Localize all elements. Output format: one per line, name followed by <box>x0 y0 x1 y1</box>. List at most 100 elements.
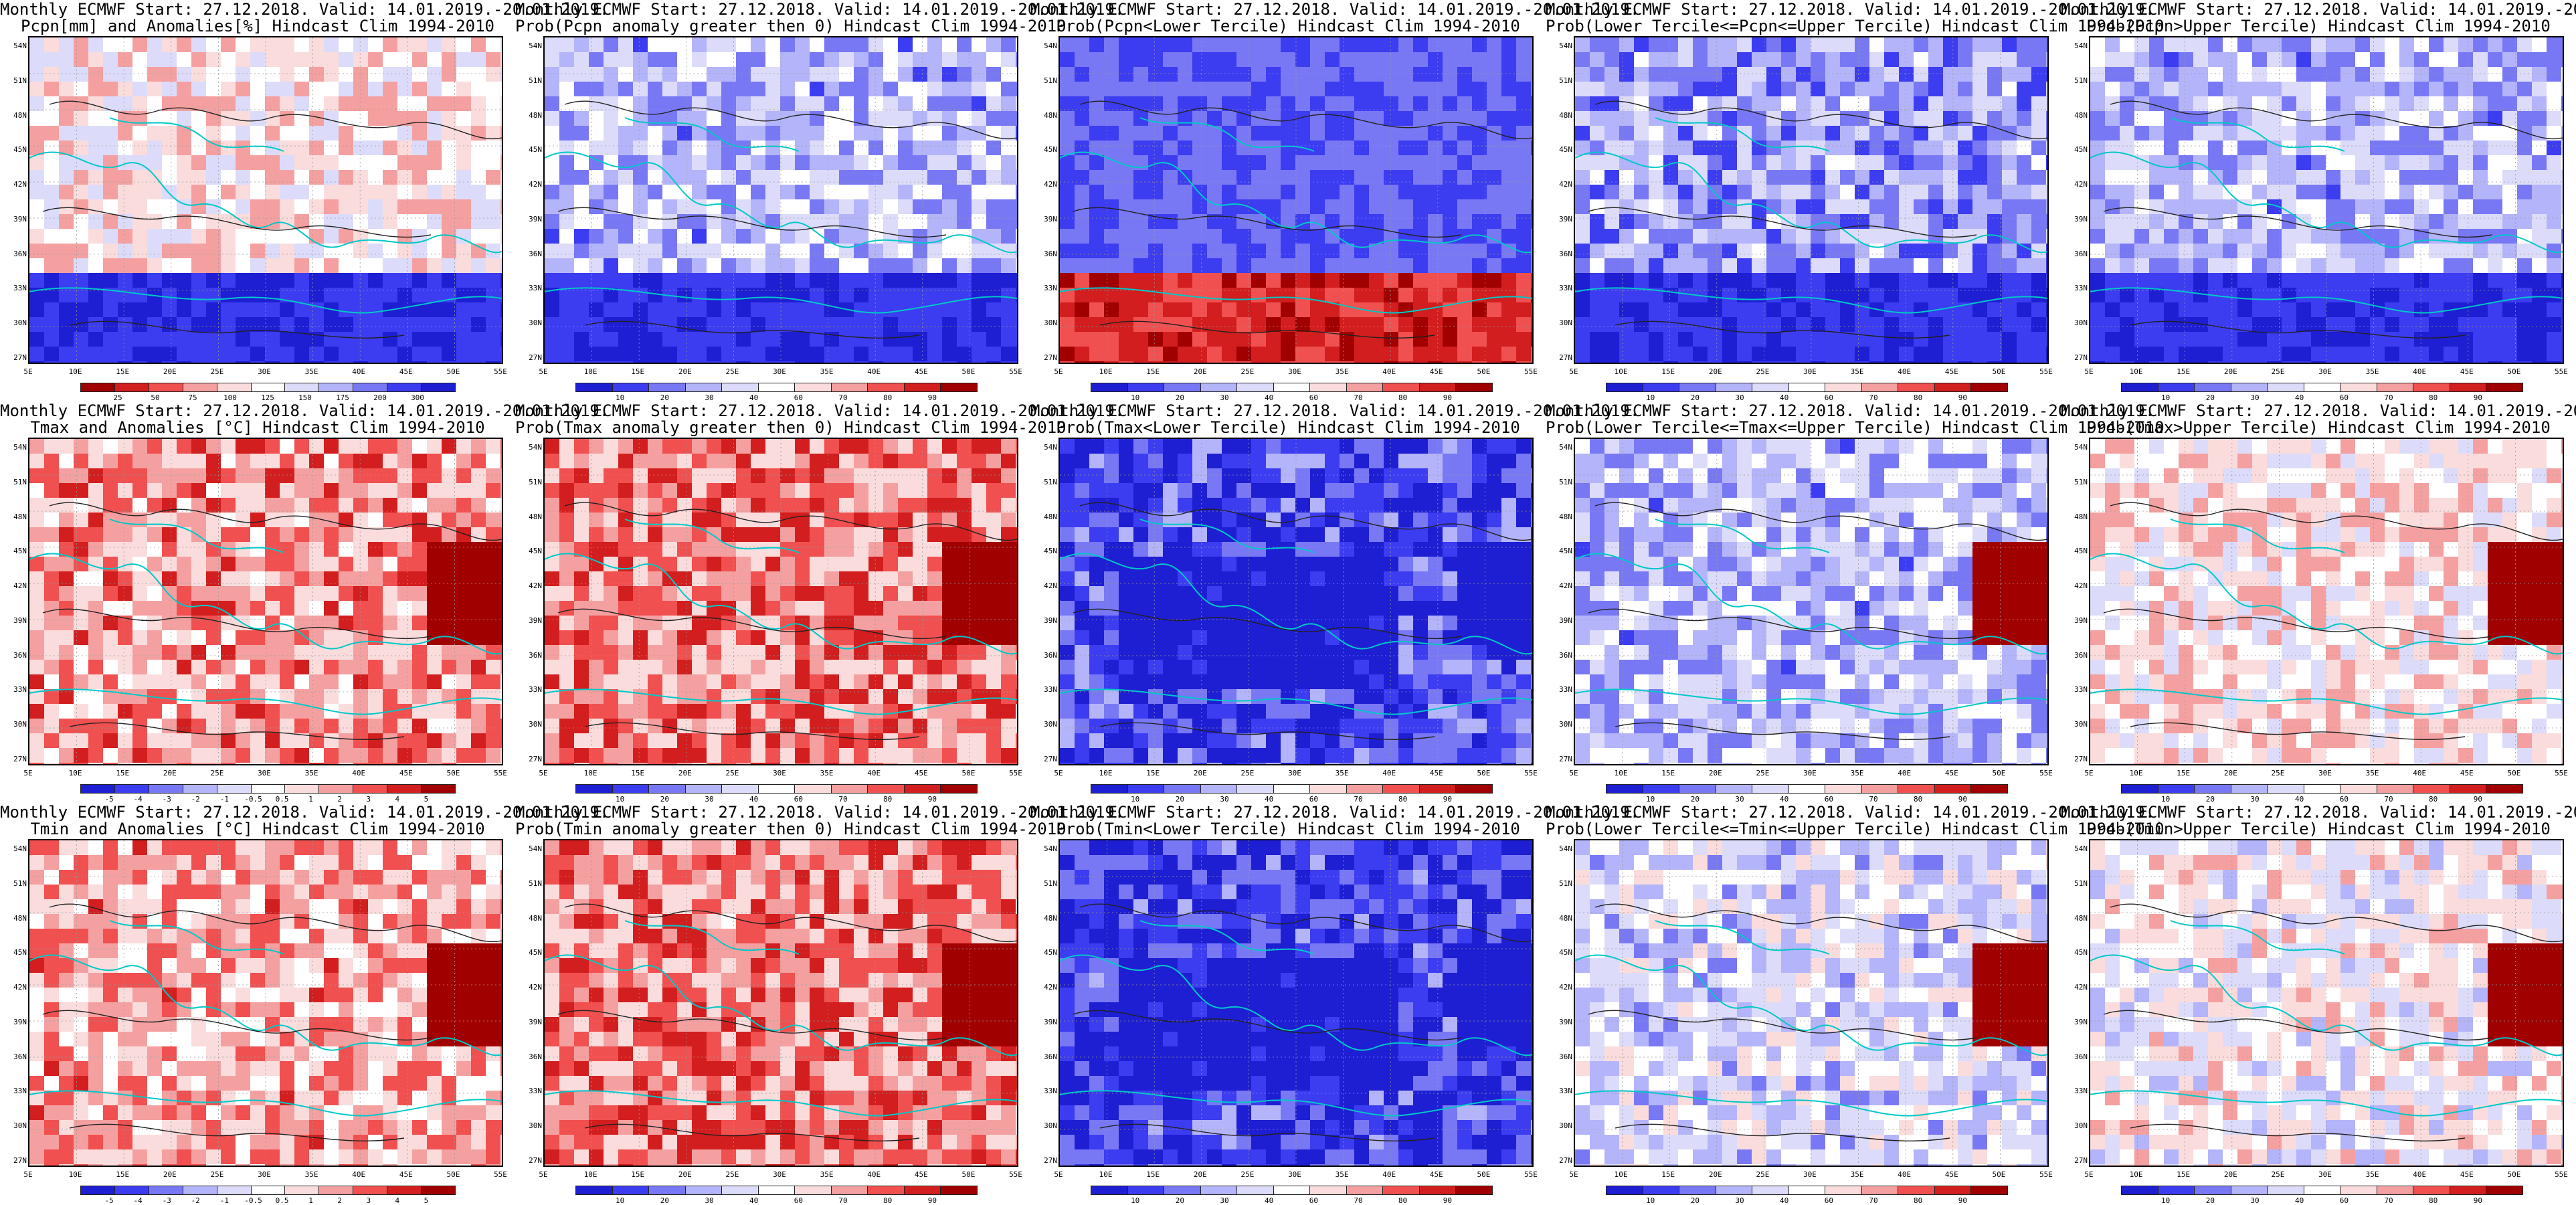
colorbar-swatch <box>387 784 422 794</box>
colorbar-swatch <box>1752 784 1789 794</box>
lon-label: 30E <box>258 367 271 376</box>
lat-label: 30N <box>521 720 542 729</box>
colorbar-swatch <box>1788 1186 1826 1195</box>
map-panel-tmax-low: Monthly ECMWF Start: 27.12.2018. Valid: … <box>1030 401 1546 803</box>
colorbar-tick-label: 1 <box>308 1196 313 1205</box>
colorbar-swatch <box>2158 1186 2195 1195</box>
lat-label: 48N <box>2066 111 2088 120</box>
lat-label: 54N <box>521 844 542 853</box>
colorbar-swatch <box>2231 1186 2268 1195</box>
colorbar-swatch <box>1200 784 1238 794</box>
colorbar-tick-label: -3 <box>163 1196 171 1205</box>
lon-label: 25E <box>725 1170 739 1179</box>
lat-label: 30N <box>1036 1121 1057 1130</box>
lon-label: 45E <box>2460 769 2474 777</box>
lon-label: 35E <box>1336 769 1349 777</box>
lat-label: 42N <box>521 180 542 189</box>
colorbar-swatch <box>2267 383 2304 392</box>
lon-label: 30E <box>2318 367 2332 376</box>
panel-title-line2: Prob(Lower Tercile<=Pcpn<=Upper Tercile)… <box>1546 18 2061 35</box>
colorbar-swatch <box>251 784 286 794</box>
lat-label: 51N <box>2066 478 2088 486</box>
lon-label: 15E <box>1146 367 1160 376</box>
lat-label: 42N <box>2066 180 2088 189</box>
colorbar-swatch <box>149 383 183 392</box>
lat-label: 27N <box>5 1156 27 1165</box>
colorbar-swatch <box>2413 383 2450 392</box>
colorbar-swatch <box>1091 383 1128 392</box>
shaded-field <box>1060 439 1532 764</box>
lat-label: 51N <box>5 879 27 888</box>
lat-label: 45N <box>2066 145 2088 154</box>
colorbar-swatch <box>1970 383 2008 392</box>
colorbar-swatch <box>1236 784 1274 794</box>
panel-title-line1: Monthly ECMWF Start: 27.12.2018. Valid: … <box>1546 1 2061 18</box>
lon-label: 40E <box>2413 769 2426 777</box>
colorbar-swatch <box>1934 784 1972 794</box>
lon-label: 55E <box>1524 367 1538 376</box>
lat-label: 48N <box>5 513 27 521</box>
lon-label: 25E <box>725 769 739 777</box>
lon-label: 45E <box>1945 367 1958 376</box>
lon-label: 50E <box>961 1170 975 1179</box>
panel-title-line2: Pcpn[mm] and Anomalies[%] Hindcast Clim … <box>0 18 515 35</box>
lat-label: 27N <box>1036 755 1057 763</box>
lon-label: 45E <box>1430 1170 1443 1179</box>
lon-label: 30E <box>773 367 786 376</box>
colorbar-swatch <box>1127 1186 1165 1195</box>
shaded-field <box>2090 37 2563 363</box>
lat-label: 48N <box>521 513 542 521</box>
colorbar-tick-label: 60 <box>794 1196 803 1205</box>
colorbar-swatch <box>1127 383 1165 392</box>
colorbar-swatch <box>794 1186 832 1195</box>
lat-label: 48N <box>2066 914 2088 923</box>
lat-label: 42N <box>5 581 27 590</box>
lon-label: 5E <box>1569 769 1578 777</box>
lat-label: 36N <box>1551 651 1572 660</box>
colorbar-tick-label: 10 <box>2161 1196 2170 1205</box>
colorbar-swatch <box>2377 784 2414 794</box>
lon-label: 5E <box>1054 1170 1063 1179</box>
lat-label: 42N <box>1036 180 1057 189</box>
colorbar-swatch <box>1346 1186 1384 1195</box>
lat-label: 36N <box>1036 250 1057 258</box>
shaded-field <box>2090 439 2563 764</box>
shaded-field <box>545 439 1017 764</box>
lon-label: 20E <box>1194 367 1207 376</box>
lat-label: 45N <box>1551 948 1572 957</box>
lat-label: 39N <box>2066 1018 2088 1026</box>
lon-label: 25E <box>210 367 223 376</box>
colorbar-swatch <box>2267 1186 2304 1195</box>
panel-title-line2: Prob(Lower Tercile<=Tmax<=Upper Tercile)… <box>1546 420 2061 436</box>
lat-label: 33N <box>2066 284 2088 292</box>
lon-label: 35E <box>305 769 318 777</box>
lon-label: 35E <box>820 367 834 376</box>
lon-label: 40E <box>1382 769 1396 777</box>
lon-label: 50E <box>2507 769 2520 777</box>
colorbar-swatch <box>2158 784 2195 794</box>
colorbar-swatch <box>1679 383 1716 392</box>
shaded-field <box>545 840 1017 1166</box>
colorbar-swatch <box>217 383 252 392</box>
lon-label: 5E <box>1569 367 1578 376</box>
lat-label: 42N <box>1551 180 1572 189</box>
lat-label: 33N <box>5 1087 27 1095</box>
lat-label: 51N <box>1551 879 1572 888</box>
lon-label: 25E <box>1240 1170 1254 1179</box>
lat-label: 33N <box>1036 685 1057 694</box>
lon-label: 50E <box>1477 1170 1490 1179</box>
colorbar-tick-label: 40 <box>2295 1196 2304 1205</box>
lat-label: 33N <box>5 685 27 694</box>
colorbar-swatch <box>1716 784 1753 794</box>
colorbar-swatch <box>1273 383 1311 392</box>
lat-label: 45N <box>5 948 27 957</box>
lat-label: 54N <box>521 443 542 452</box>
colorbar-swatch <box>2486 784 2523 794</box>
lon-label: 10E <box>1615 1170 1628 1179</box>
panel-title-line2: Prob(Tmin>Upper Tercile) Hindcast Clim 1… <box>2061 821 2576 838</box>
lat-label: 48N <box>1551 111 1572 120</box>
lon-label: 45E <box>1430 769 1443 777</box>
lat-label: 39N <box>1551 1018 1572 1026</box>
